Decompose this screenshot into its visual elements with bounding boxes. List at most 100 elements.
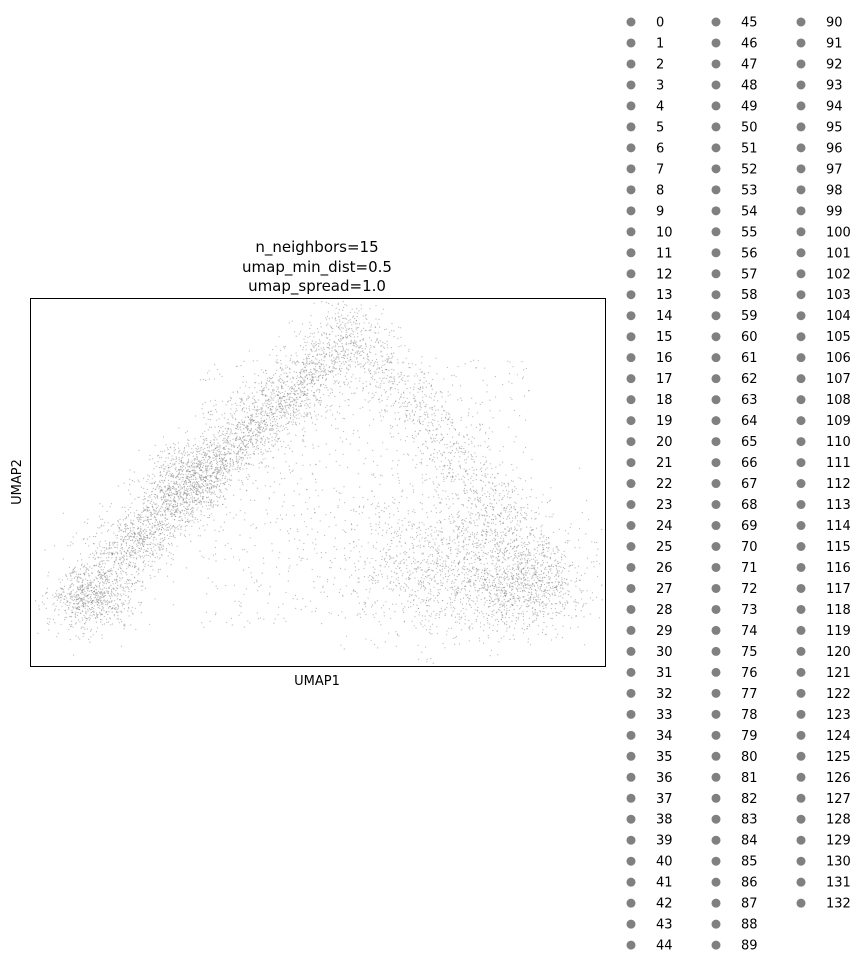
scatter-point [425,588,427,590]
scatter-point [45,593,47,595]
scatter-point [329,339,331,341]
scatter-point [197,451,199,453]
scatter-point [284,407,287,409]
scatter-point [204,453,206,455]
scatter-point [284,347,286,349]
scatter-point [222,439,224,442]
scatter-point [129,493,131,495]
scatter-point [178,463,180,465]
scatter-point [153,516,155,518]
scatter-point [128,537,130,539]
scatter-point [346,367,348,369]
scatter-point [210,479,212,481]
scatter-point [466,506,468,508]
scatter-point [244,464,246,466]
scatter-point [321,334,323,337]
scatter-point [397,477,399,479]
scatter-point [293,361,295,363]
scatter-point [261,369,263,371]
scatter-point [223,457,225,460]
scatter-point [353,331,355,333]
scatter-point [174,444,176,446]
scatter-point [143,495,145,497]
scatter-point [158,467,161,469]
scatter-point [188,498,190,500]
scatter-point [220,479,222,481]
scatter-point [165,474,167,476]
scatter-point [194,459,196,461]
scatter-point [172,533,174,535]
scatter-point [129,478,131,480]
scatter-point [447,495,449,497]
scatter-point [301,323,304,325]
scatter-point [169,490,171,492]
scatter-point [163,468,165,470]
scatter-point [370,579,372,581]
scatter-point [309,464,311,466]
scatter-point [188,534,190,536]
scatter-point [116,604,119,606]
scatter-point [237,461,239,463]
scatter-point [112,606,114,608]
scatter-point [230,430,233,432]
scatter-point [98,587,100,589]
scatter-point [104,601,106,603]
scatter-point [117,611,119,614]
scatter-point [164,537,166,539]
scatter-point [311,472,313,474]
scatter-point [292,414,294,416]
scatter-point [307,355,310,357]
scatter-point [138,539,140,541]
scatter-point [254,400,256,402]
scatter-point [72,600,74,602]
scatter-point [279,405,281,408]
scatter-point [131,582,133,585]
scatter-point [304,363,306,365]
scatter-point [286,376,288,378]
scatter-point [107,570,109,572]
scatter-point [358,310,360,312]
scatter-point [205,456,207,458]
scatter-point [94,597,96,599]
scatter-point [132,550,134,553]
scatter-point [372,503,374,505]
scatter-point [218,451,220,453]
scatter-point [77,581,79,583]
scatter-point [263,419,265,421]
scatter-point [149,494,151,497]
scatter-point [284,405,286,407]
scatter-point [226,514,228,516]
scatter-point [132,554,134,556]
scatter-point [178,520,180,522]
scatter-point [280,410,282,412]
scatter-point [320,359,323,361]
scatter-point [336,361,338,363]
scatter-point [511,463,513,466]
scatter-point [95,550,97,552]
scatter-point [59,581,61,583]
scatter-point [328,342,330,344]
scatter-point [248,441,250,443]
scatter-point [232,438,234,440]
scatter-point [403,397,405,399]
scatter-point [299,373,302,375]
scatter-point [133,532,135,534]
scatter-point [166,505,168,507]
scatter-point [184,447,186,449]
scatter-point [263,394,265,396]
scatter-point [132,527,134,529]
scatter-point [345,361,348,363]
scatter-point [84,572,86,574]
scatter-point [215,462,218,464]
scatter-point [91,567,93,569]
scatter-point [347,322,349,324]
scatter-point [371,392,374,394]
scatter-point [238,445,240,447]
scatter-point [209,508,211,510]
scatter-point [362,339,365,341]
scatter-point [120,547,122,550]
scatter-point [313,332,316,334]
scatter-point [123,603,125,605]
scatter-point [464,577,466,579]
scatter-point [406,564,408,566]
